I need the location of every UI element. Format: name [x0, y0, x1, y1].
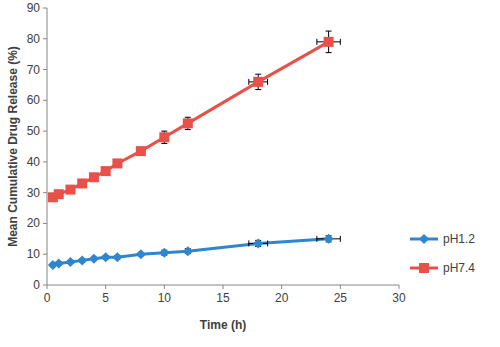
data-point [159, 132, 169, 142]
data-point [54, 189, 64, 199]
x-tick-label: 15 [216, 291, 230, 305]
data-point [89, 254, 99, 264]
y-tick [43, 223, 47, 224]
series [48, 234, 340, 270]
y-axis-label: Mean Cumulative Drug Release (%) [6, 46, 20, 247]
series [48, 31, 340, 202]
y-tick [43, 69, 47, 70]
x-tick [281, 285, 282, 289]
data-point [136, 249, 146, 259]
y-tick-label: 80 [27, 32, 41, 46]
y-tick-label: 50 [27, 124, 41, 138]
y-tick [43, 8, 47, 9]
series-line [53, 239, 329, 265]
legend-label: pH7.4 [443, 261, 475, 275]
legend: pH1.2 pH7.4 [410, 232, 475, 275]
data-point [101, 166, 111, 176]
x-tick [399, 285, 400, 289]
data-point [112, 252, 122, 262]
y-tick-label: 20 [27, 216, 41, 230]
y-tick [43, 285, 47, 286]
y-axis [47, 8, 48, 285]
x-tick-label: 30 [392, 291, 406, 305]
y-tick [43, 254, 47, 255]
data-point [77, 255, 87, 265]
y-tick [43, 192, 47, 193]
y-tick-label: 60 [27, 93, 41, 107]
x-tick [340, 285, 341, 289]
x-axis-label: Time (h) [200, 318, 246, 332]
y-tick-label: 70 [27, 63, 41, 77]
legend-marker [419, 234, 429, 244]
x-tick [223, 285, 224, 289]
data-point [253, 77, 263, 87]
data-point [65, 257, 75, 267]
y-tick [43, 38, 47, 39]
x-tick-label: 10 [158, 291, 172, 305]
data-point [183, 118, 193, 128]
data-point [112, 158, 122, 168]
data-point [136, 146, 146, 156]
y-tick-label: 0 [33, 278, 40, 292]
x-tick [105, 285, 106, 289]
y-tick [43, 131, 47, 132]
x-tick-label: 20 [275, 291, 289, 305]
series-line [53, 42, 329, 197]
x-tick [164, 285, 165, 289]
x-tick [47, 285, 48, 289]
x-tick-label: 0 [44, 291, 51, 305]
data-point [324, 37, 334, 47]
plot-area [48, 31, 340, 270]
y-tick-label: 90 [27, 1, 41, 15]
chart: 0 10 20 30 40 50 60 70 80 90 0 5 10 15 20 25 30 Time (h) M… [0, 0, 500, 347]
data-point [65, 185, 75, 195]
y-tick-label: 10 [27, 247, 41, 261]
data-point [101, 252, 111, 262]
y-tick-label: 40 [27, 155, 41, 169]
y-tick [43, 100, 47, 101]
data-point [183, 246, 193, 256]
data-point [54, 258, 64, 268]
y-tick [43, 161, 47, 162]
data-point [253, 238, 263, 248]
data-point [89, 172, 99, 182]
data-point [159, 248, 169, 258]
legend-label: pH1.2 [443, 232, 475, 246]
legend-marker [419, 263, 429, 273]
data-point [77, 178, 87, 188]
x-tick-label: 25 [334, 291, 348, 305]
x-tick-label: 5 [102, 291, 109, 305]
data-point [324, 234, 334, 244]
y-tick-label: 30 [27, 186, 41, 200]
